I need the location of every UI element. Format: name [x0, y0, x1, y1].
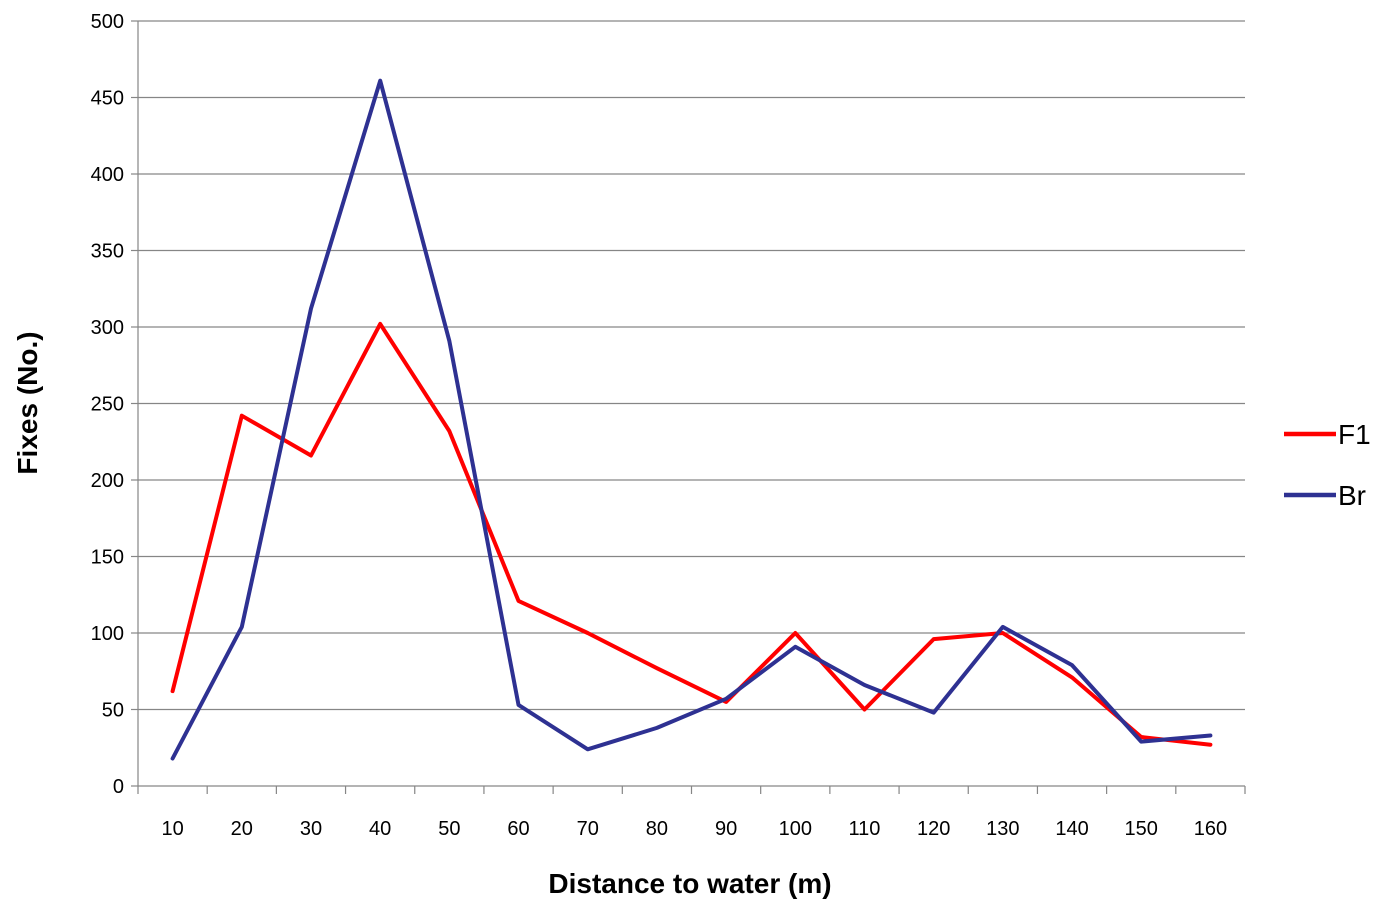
y-tick-label: 0: [113, 776, 124, 798]
x-tick-label: 120: [917, 818, 950, 840]
x-tick-label: 150: [1125, 818, 1158, 840]
gridlines: [138, 20, 1245, 711]
x-tick-label: 90: [715, 818, 737, 840]
x-tick-label: 140: [1055, 818, 1088, 840]
x-tick-label: 50: [438, 818, 460, 840]
x-tick-label: 30: [300, 818, 322, 840]
legend-label-br: Br: [1338, 480, 1366, 511]
legend: F1 Br: [1284, 419, 1371, 511]
y-axis-title: Fixes (No.): [12, 331, 43, 474]
y-tick-label: 100: [91, 623, 124, 645]
x-tick-label: 40: [369, 818, 391, 840]
x-tick-label: 160: [1194, 818, 1227, 840]
series-line-f1: [170, 321, 1213, 747]
x-tick-label: 100: [779, 818, 812, 840]
x-tick-label: 60: [507, 818, 529, 840]
y-tick-label: 400: [91, 164, 124, 186]
series-line-br: [170, 78, 1213, 761]
y-tick-label: 500: [91, 11, 124, 33]
x-tick-label: 70: [577, 818, 599, 840]
y-tick-label: 200: [91, 470, 124, 492]
y-tick-label: 150: [91, 547, 124, 569]
y-tick-label: 250: [91, 394, 124, 416]
x-tick-label: 110: [849, 818, 881, 840]
series-lines: [170, 78, 1213, 761]
y-tick-labels: 0 50 100 150 200 250 300 350 400 450 500: [91, 11, 124, 798]
axes: [131, 20, 1246, 794]
x-tick-label: 130: [986, 818, 1019, 840]
y-tick-label: 300: [91, 317, 124, 339]
x-tick-label: 10: [161, 818, 183, 840]
y-tick-label: 50: [102, 700, 124, 722]
x-tick-label: 20: [231, 818, 253, 840]
x-axis-title: Distance to water (m): [548, 868, 831, 899]
x-tick-labels: 10 20 30 40 50 60 70 80 90 100 110 120 130 140 150 160: [161, 818, 1227, 840]
x-tick-label: 80: [646, 818, 668, 840]
y-tick-label: 450: [91, 88, 124, 110]
legend-label-f1: F1: [1338, 419, 1371, 450]
y-tick-label: 350: [91, 241, 124, 263]
